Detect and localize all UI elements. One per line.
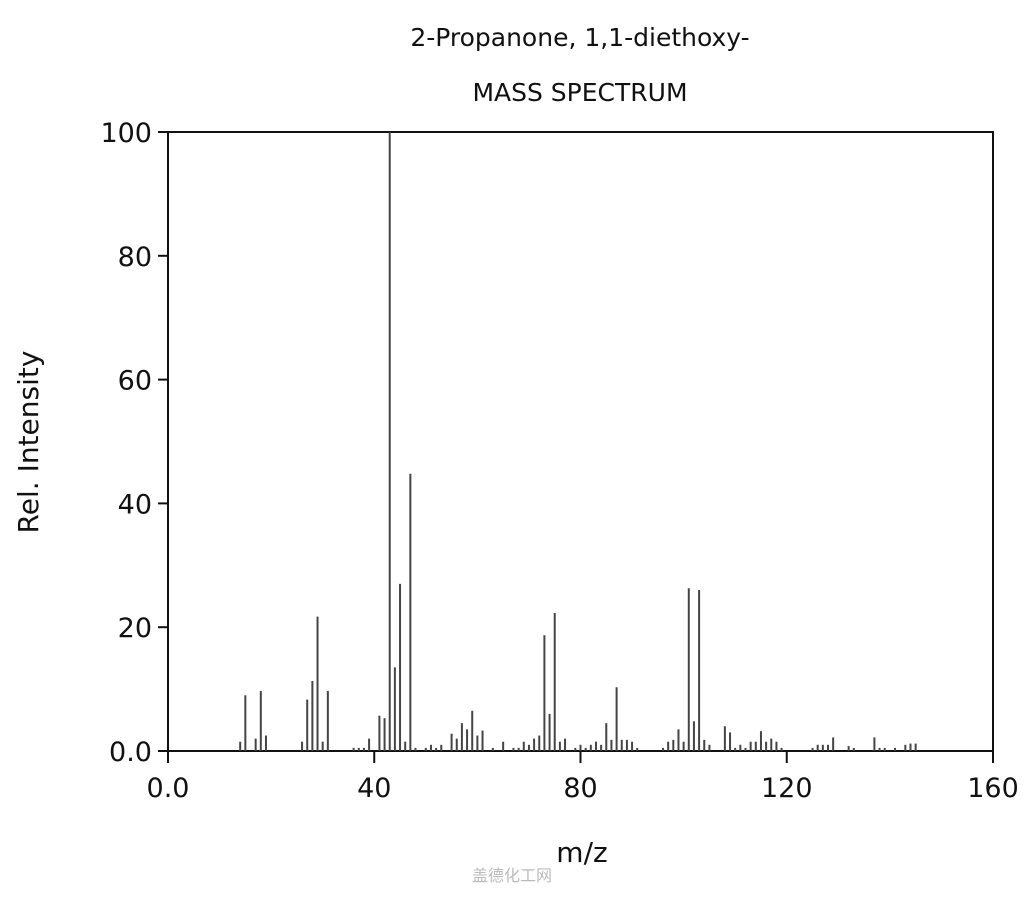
y-tick-label: 40 [118,489,152,520]
y-tick-label: 60 [118,366,152,397]
watermark: 盖德化工网 [472,866,552,885]
y-axis-label: Rel. Intensity [12,351,45,534]
y-tick-label: 0.0 [109,737,152,768]
x-tick-label: 0.0 [147,773,190,804]
x-tick-label: 120 [761,773,813,804]
plot-frame [167,131,994,752]
y-tick-label: 100 [100,118,152,149]
chart-subtitle: MASS SPECTRUM [472,78,687,107]
x-axis-label: m/z [556,836,607,869]
y-tick-label: 80 [118,242,152,273]
x-tick-label: 40 [357,773,391,804]
y-tick-label: 20 [118,613,152,644]
x-tick-label: 160 [967,773,1019,804]
chart-title: 2-Propanone, 1,1-diethoxy- [410,23,749,52]
x-tick-label: 80 [563,773,597,804]
